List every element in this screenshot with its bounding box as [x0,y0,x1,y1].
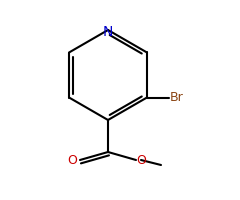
Text: O: O [136,154,146,166]
Text: Br: Br [170,91,184,104]
Text: N: N [103,25,113,39]
Text: O: O [67,154,77,166]
